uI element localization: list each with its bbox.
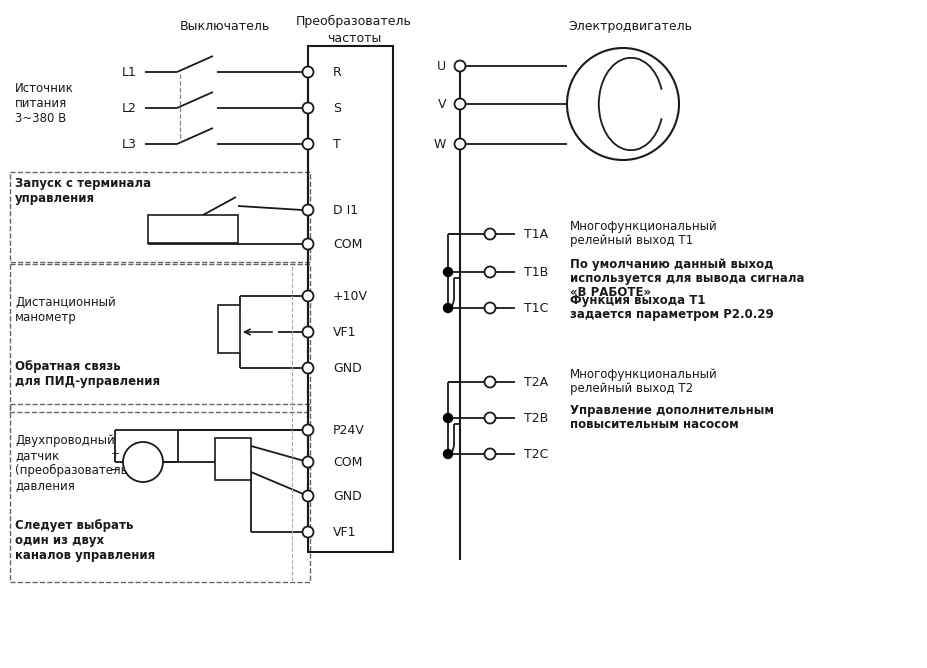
Circle shape	[302, 490, 313, 502]
Text: Источник
питания
3~380 В: Источник питания 3~380 В	[15, 82, 74, 125]
Circle shape	[454, 138, 465, 150]
Text: используется для вывода сигнала: используется для вывода сигнала	[569, 272, 804, 285]
Text: GND: GND	[333, 490, 362, 502]
Text: T1B: T1B	[524, 265, 548, 279]
Bar	[215, 438, 250, 480]
Bar	[10, 172, 310, 262]
Text: Многофункциональный: Многофункциональный	[569, 220, 717, 233]
Text: Дистанционный
манометр: Дистанционный манометр	[15, 296, 116, 324]
Text: +10V: +10V	[333, 289, 368, 303]
Circle shape	[484, 228, 495, 240]
Text: U: U	[437, 59, 446, 73]
Bar	[10, 264, 310, 412]
Text: +: +	[110, 449, 120, 459]
Circle shape	[302, 138, 313, 150]
Text: Функция выхода T1: Функция выхода T1	[569, 294, 705, 307]
Circle shape	[484, 377, 495, 387]
Text: COM: COM	[333, 456, 362, 468]
Text: Электродвигатель: Электродвигатель	[567, 20, 692, 33]
Circle shape	[302, 456, 313, 468]
Text: W: W	[433, 138, 446, 150]
Circle shape	[454, 61, 465, 71]
Circle shape	[302, 67, 313, 77]
Text: R: R	[333, 65, 341, 79]
Text: релейный выход T2: релейный выход T2	[569, 382, 692, 395]
Circle shape	[123, 442, 163, 482]
Text: Многофункциональный: Многофункциональный	[569, 368, 717, 381]
Text: Запуск с терминала
управления: Запуск с терминала управления	[15, 177, 151, 205]
Text: «В РАБОТЕ»: «В РАБОТЕ»	[569, 286, 651, 299]
Text: T2A: T2A	[524, 375, 548, 389]
Text: V: V	[437, 98, 446, 110]
Text: T1A: T1A	[524, 228, 548, 240]
Circle shape	[443, 303, 452, 313]
Circle shape	[302, 238, 313, 250]
Circle shape	[484, 448, 495, 460]
Circle shape	[302, 526, 313, 538]
Text: T: T	[333, 138, 340, 150]
Bar	[147, 215, 237, 243]
Text: −: −	[109, 464, 121, 476]
Circle shape	[302, 291, 313, 301]
Circle shape	[566, 48, 679, 160]
Circle shape	[302, 327, 313, 337]
Text: VF1: VF1	[333, 526, 356, 538]
Text: Обратная связь
для ПИД-управления: Обратная связь для ПИД-управления	[15, 360, 160, 388]
Circle shape	[454, 98, 465, 110]
Text: T2B: T2B	[524, 411, 548, 424]
Text: L3: L3	[122, 138, 137, 150]
Circle shape	[302, 102, 313, 114]
Text: S: S	[333, 102, 340, 114]
Circle shape	[443, 450, 452, 458]
Circle shape	[443, 267, 452, 277]
Circle shape	[302, 424, 313, 436]
Circle shape	[484, 267, 495, 277]
Text: Выключатель: Выключатель	[180, 20, 270, 33]
Text: VF1: VF1	[333, 325, 356, 339]
Text: L1: L1	[122, 65, 137, 79]
Text: Следует выбрать
один из двух
каналов управления: Следует выбрать один из двух каналов упр…	[15, 519, 155, 562]
Text: T2C: T2C	[524, 448, 548, 460]
Text: релейный выход T1: релейный выход T1	[569, 234, 692, 247]
Bar	[218, 305, 240, 353]
Circle shape	[443, 413, 452, 422]
Text: GND: GND	[333, 361, 362, 375]
Circle shape	[302, 204, 313, 216]
Circle shape	[484, 413, 495, 424]
Text: T1C: T1C	[524, 301, 548, 315]
Circle shape	[302, 363, 313, 373]
Text: Двухпроводный
датчик
(преобразователь)
давления: Двухпроводный датчик (преобразователь) д…	[15, 434, 133, 492]
Text: задается параметром P2.0.29: задается параметром P2.0.29	[569, 308, 773, 321]
Text: L2: L2	[122, 102, 137, 114]
Bar	[10, 404, 310, 582]
Circle shape	[484, 303, 495, 313]
Text: D I1: D I1	[333, 204, 358, 216]
Bar	[308, 46, 392, 552]
Text: Управление дополнительным: Управление дополнительным	[569, 404, 773, 417]
Text: По умолчанию данный выход: По умолчанию данный выход	[569, 258, 773, 271]
Text: Преобразователь
частоты: Преобразователь частоты	[296, 15, 412, 45]
Text: повысительным насосом: повысительным насосом	[569, 418, 738, 431]
Text: P24V: P24V	[333, 424, 364, 436]
Text: COM: COM	[333, 238, 362, 250]
